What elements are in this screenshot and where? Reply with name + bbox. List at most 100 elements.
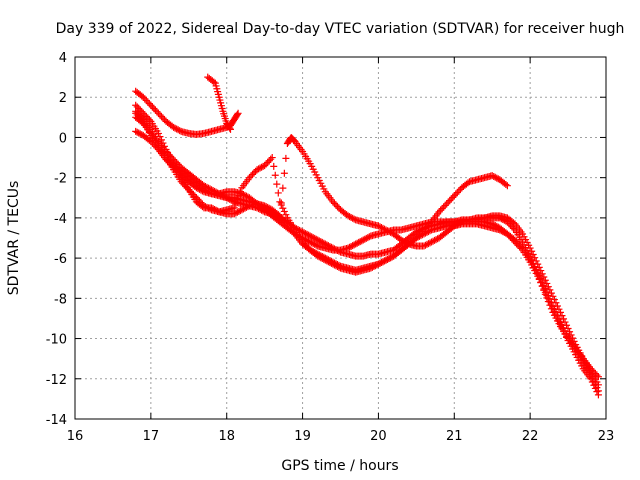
data-point-marker	[374, 222, 382, 230]
data-point-marker	[364, 234, 372, 242]
data-point-marker	[306, 238, 314, 246]
data-point-marker	[327, 257, 335, 265]
data-point-marker	[455, 187, 463, 195]
data-point-marker	[280, 169, 288, 177]
data-point-marker	[529, 250, 537, 258]
data-point-marker	[300, 235, 308, 243]
data-point-marker	[195, 197, 203, 205]
data-point-marker	[302, 236, 310, 244]
data-point-marker	[540, 273, 548, 281]
data-point-marker	[262, 203, 270, 211]
data-point-marker	[329, 244, 337, 252]
data-point-marker	[594, 387, 602, 395]
data-point-marker	[182, 183, 190, 191]
data-point-marker	[324, 242, 332, 250]
data-point-marker	[347, 242, 355, 250]
data-point-marker	[183, 184, 191, 192]
data-point-marker	[327, 243, 335, 251]
data-point-marker	[333, 261, 341, 269]
data-point-marker	[588, 374, 596, 382]
data-point-marker	[326, 242, 334, 250]
data-point-marker	[194, 195, 202, 203]
plot-frame	[74, 56, 607, 420]
data-point-marker	[538, 278, 546, 286]
data-point-marker	[431, 236, 439, 244]
data-point-marker	[236, 207, 244, 215]
data-point-marker	[488, 172, 496, 180]
data-point-marker	[500, 228, 508, 236]
data-point-marker	[361, 235, 369, 243]
data-point-marker	[549, 302, 557, 310]
data-point-marker	[543, 279, 551, 287]
data-point-marker	[330, 259, 338, 267]
data-point-marker	[235, 207, 243, 215]
data-point-marker	[203, 203, 211, 211]
data-point-marker	[335, 247, 343, 255]
series-track-2	[204, 73, 235, 133]
data-point-marker	[359, 236, 367, 244]
data-point-marker	[279, 215, 287, 223]
data-point-marker	[365, 233, 373, 241]
data-point-marker	[205, 188, 213, 196]
data-point-marker	[593, 384, 601, 392]
data-point-marker	[253, 166, 261, 174]
data-point-marker	[142, 96, 150, 104]
data-point-marker	[516, 241, 524, 249]
data-point-marker	[543, 288, 551, 296]
data-point-marker	[318, 238, 326, 246]
data-point-marker	[317, 238, 325, 246]
data-point-marker	[271, 171, 279, 179]
data-point-marker	[326, 257, 334, 265]
data-point-marker	[144, 114, 152, 122]
data-point-marker	[415, 232, 423, 240]
data-point-marker	[382, 256, 390, 264]
data-point-marker	[321, 240, 329, 248]
data-point-marker	[311, 234, 319, 242]
data-point-marker	[496, 226, 504, 234]
data-point-marker	[282, 154, 290, 162]
data-point-marker	[426, 227, 434, 235]
data-point-marker	[493, 174, 501, 182]
data-point-marker	[154, 109, 162, 117]
data-point-marker	[415, 226, 423, 234]
data-point-marker	[230, 210, 238, 218]
data-point-marker	[356, 238, 364, 246]
x-tick-label: 22	[522, 429, 539, 444]
data-point-marker	[297, 227, 305, 235]
data-point-marker	[452, 190, 460, 198]
data-point-marker	[423, 240, 431, 248]
data-point-marker	[330, 199, 338, 207]
data-point-marker	[376, 223, 384, 231]
x-tick-label: 23	[598, 429, 615, 444]
data-point-marker	[276, 212, 284, 220]
data-point-marker	[159, 114, 167, 122]
data-point-marker	[537, 267, 545, 275]
data-point-marker	[428, 238, 436, 246]
data-point-marker	[268, 154, 276, 162]
data-point-marker	[133, 103, 141, 111]
data-point-marker	[191, 192, 199, 200]
data-point-marker	[302, 230, 310, 238]
data-point-marker	[534, 268, 542, 276]
data-point-marker	[424, 228, 432, 236]
data-point-marker	[249, 170, 257, 178]
data-point-marker	[179, 179, 187, 187]
data-point-marker	[247, 172, 255, 180]
data-point-marker	[349, 214, 357, 222]
data-point-marker	[329, 198, 337, 206]
data-point-marker	[261, 202, 269, 210]
data-point-marker	[234, 109, 242, 117]
data-point-marker	[535, 271, 543, 279]
data-point-marker	[546, 295, 554, 303]
x-tick-label: 16	[67, 429, 84, 444]
data-point-marker	[332, 260, 340, 268]
series-track-7	[132, 109, 602, 395]
data-point-marker	[526, 244, 534, 252]
data-point-marker	[282, 218, 290, 226]
data-point-marker	[277, 199, 285, 207]
data-point-marker	[320, 253, 328, 261]
data-point-marker	[167, 158, 175, 166]
data-point-marker	[274, 189, 282, 197]
data-point-marker	[547, 299, 555, 307]
data-point-marker	[541, 276, 549, 284]
